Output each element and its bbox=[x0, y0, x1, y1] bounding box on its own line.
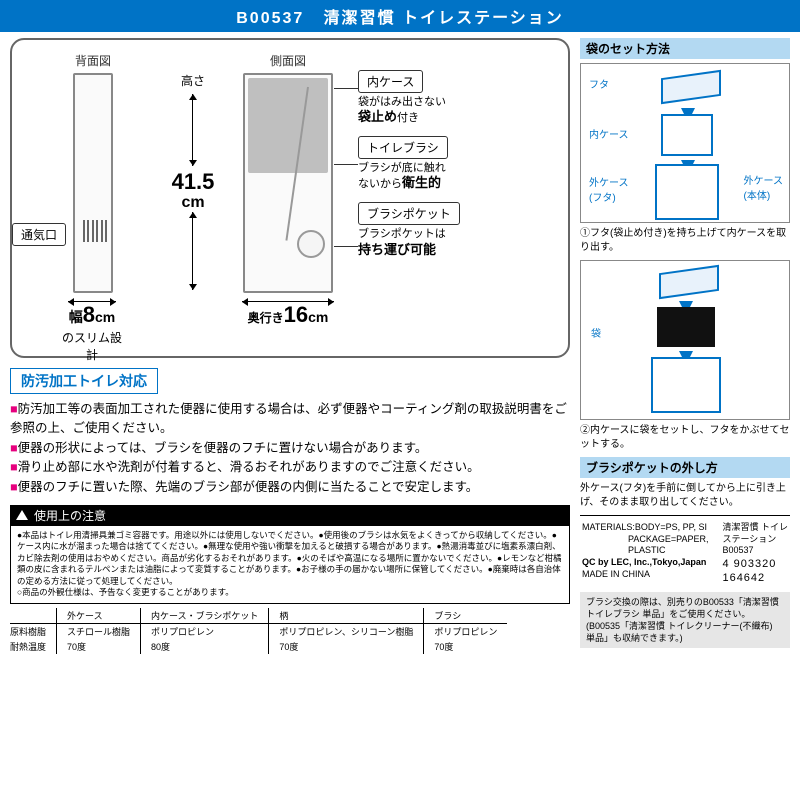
brush-callout: トイレブラシ bbox=[358, 136, 448, 159]
pocket-callout: ブラシポケット bbox=[358, 202, 460, 225]
brush-head bbox=[297, 230, 325, 258]
vent-callout: 通気口 bbox=[12, 223, 66, 246]
antistain-title: 防汚加工トイレ対応 bbox=[10, 368, 158, 394]
bag-diagram-1: フタ 内ケース 外ケース (フタ) 外ケース (本体) bbox=[580, 63, 790, 223]
dimension-diagram: 背面図 通気口 幅8cm のスリム設計 bbox=[10, 38, 570, 358]
inner-case-callout: 内ケース bbox=[358, 70, 423, 93]
pocket-remove-title: ブラシポケットの外し方 bbox=[580, 457, 790, 478]
vent-icon bbox=[83, 220, 107, 242]
bag-step-2: ②内ケースに袋をセットし、フタをかぶせてセットする。 bbox=[580, 424, 790, 451]
materials-table: 外ケース内ケース・ブラシポケット柄ブラシ 原料樹脂スチロール樹脂ポリプロピレンポ… bbox=[10, 608, 507, 654]
side-view bbox=[243, 73, 333, 293]
inner-case-shape bbox=[248, 78, 328, 173]
height-label: 高さ bbox=[168, 72, 218, 89]
antistain-list: ■防汚加工等の表面加工された便器に使用する場合は、必ず便器やコーティング剤の取扱… bbox=[10, 400, 570, 497]
brush-desc: ブラシが底に触れ ないから衛生的 bbox=[358, 161, 498, 192]
warning-icon bbox=[16, 510, 28, 520]
replace-note: ブラシ交換の際は、別売りのB00533「清潔習慣 トイレブラシ 単品」をご使用く… bbox=[580, 592, 790, 649]
product-code: B00537 bbox=[236, 10, 304, 27]
pocket-remove-desc: 外ケース(フタ)を手前に倒してから上に引き上げ、そのまま取り出してください。 bbox=[580, 482, 790, 509]
width-dimension: 幅8cm のスリム設計 bbox=[62, 303, 122, 363]
back-view bbox=[73, 73, 113, 293]
caution-body: ●本品はトイレ用清掃具兼ゴミ容器です。用途以外には使用しないでください。●使用後… bbox=[10, 526, 570, 604]
product-title: 清潔習慣 トイレステーション bbox=[324, 10, 564, 27]
pocket-desc: ブラシポケットは 持ち運び可能 bbox=[358, 227, 498, 258]
back-view-label: 背面図 bbox=[28, 52, 158, 69]
bag-diagram-2: 袋 bbox=[580, 260, 790, 420]
footer-info: MATERIALS:BODY=PS, PP, SI PACKAGE=PAPER,… bbox=[580, 520, 790, 588]
bag-step-1: ①フタ(袋止め付き)を持ち上げて内ケースを取り出す。 bbox=[580, 227, 790, 254]
inner-case-desc: 袋がはみ出さない 袋止め付き bbox=[358, 95, 498, 126]
side-view-label: 側面図 bbox=[228, 52, 348, 69]
bag-method-title: 袋のセット方法 bbox=[580, 38, 790, 59]
height-dimension: 41.5cm bbox=[168, 170, 218, 212]
depth-dimension: 奥行き16cm bbox=[228, 303, 348, 327]
caution-header: 使用上の注意 bbox=[10, 505, 570, 526]
header-bar: B00537 清潔習慣 トイレステーション bbox=[0, 0, 800, 32]
